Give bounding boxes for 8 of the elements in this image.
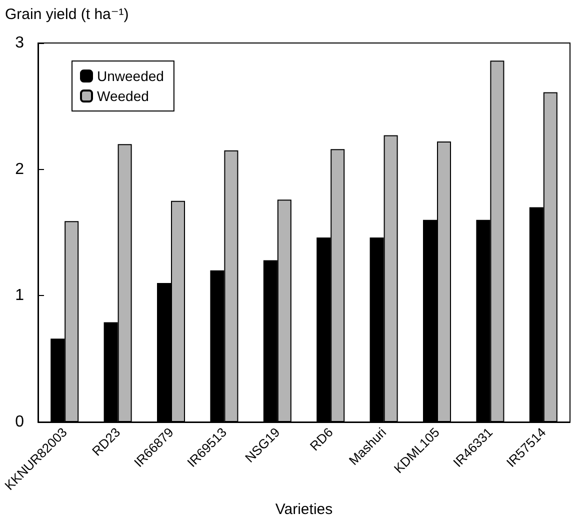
y-tick-label: 2 — [15, 160, 24, 178]
x-axis-title: Varieties — [275, 501, 333, 518]
legend-label: Unweeded — [97, 68, 164, 84]
y-tick-label: 0 — [15, 414, 24, 430]
y-tick-label: 3 — [15, 34, 24, 52]
legend-label: Weeded — [97, 88, 149, 104]
y-tick-label: 1 — [15, 287, 24, 304]
y-axis-title: Grain yield (t ha⁻¹) — [5, 6, 129, 23]
